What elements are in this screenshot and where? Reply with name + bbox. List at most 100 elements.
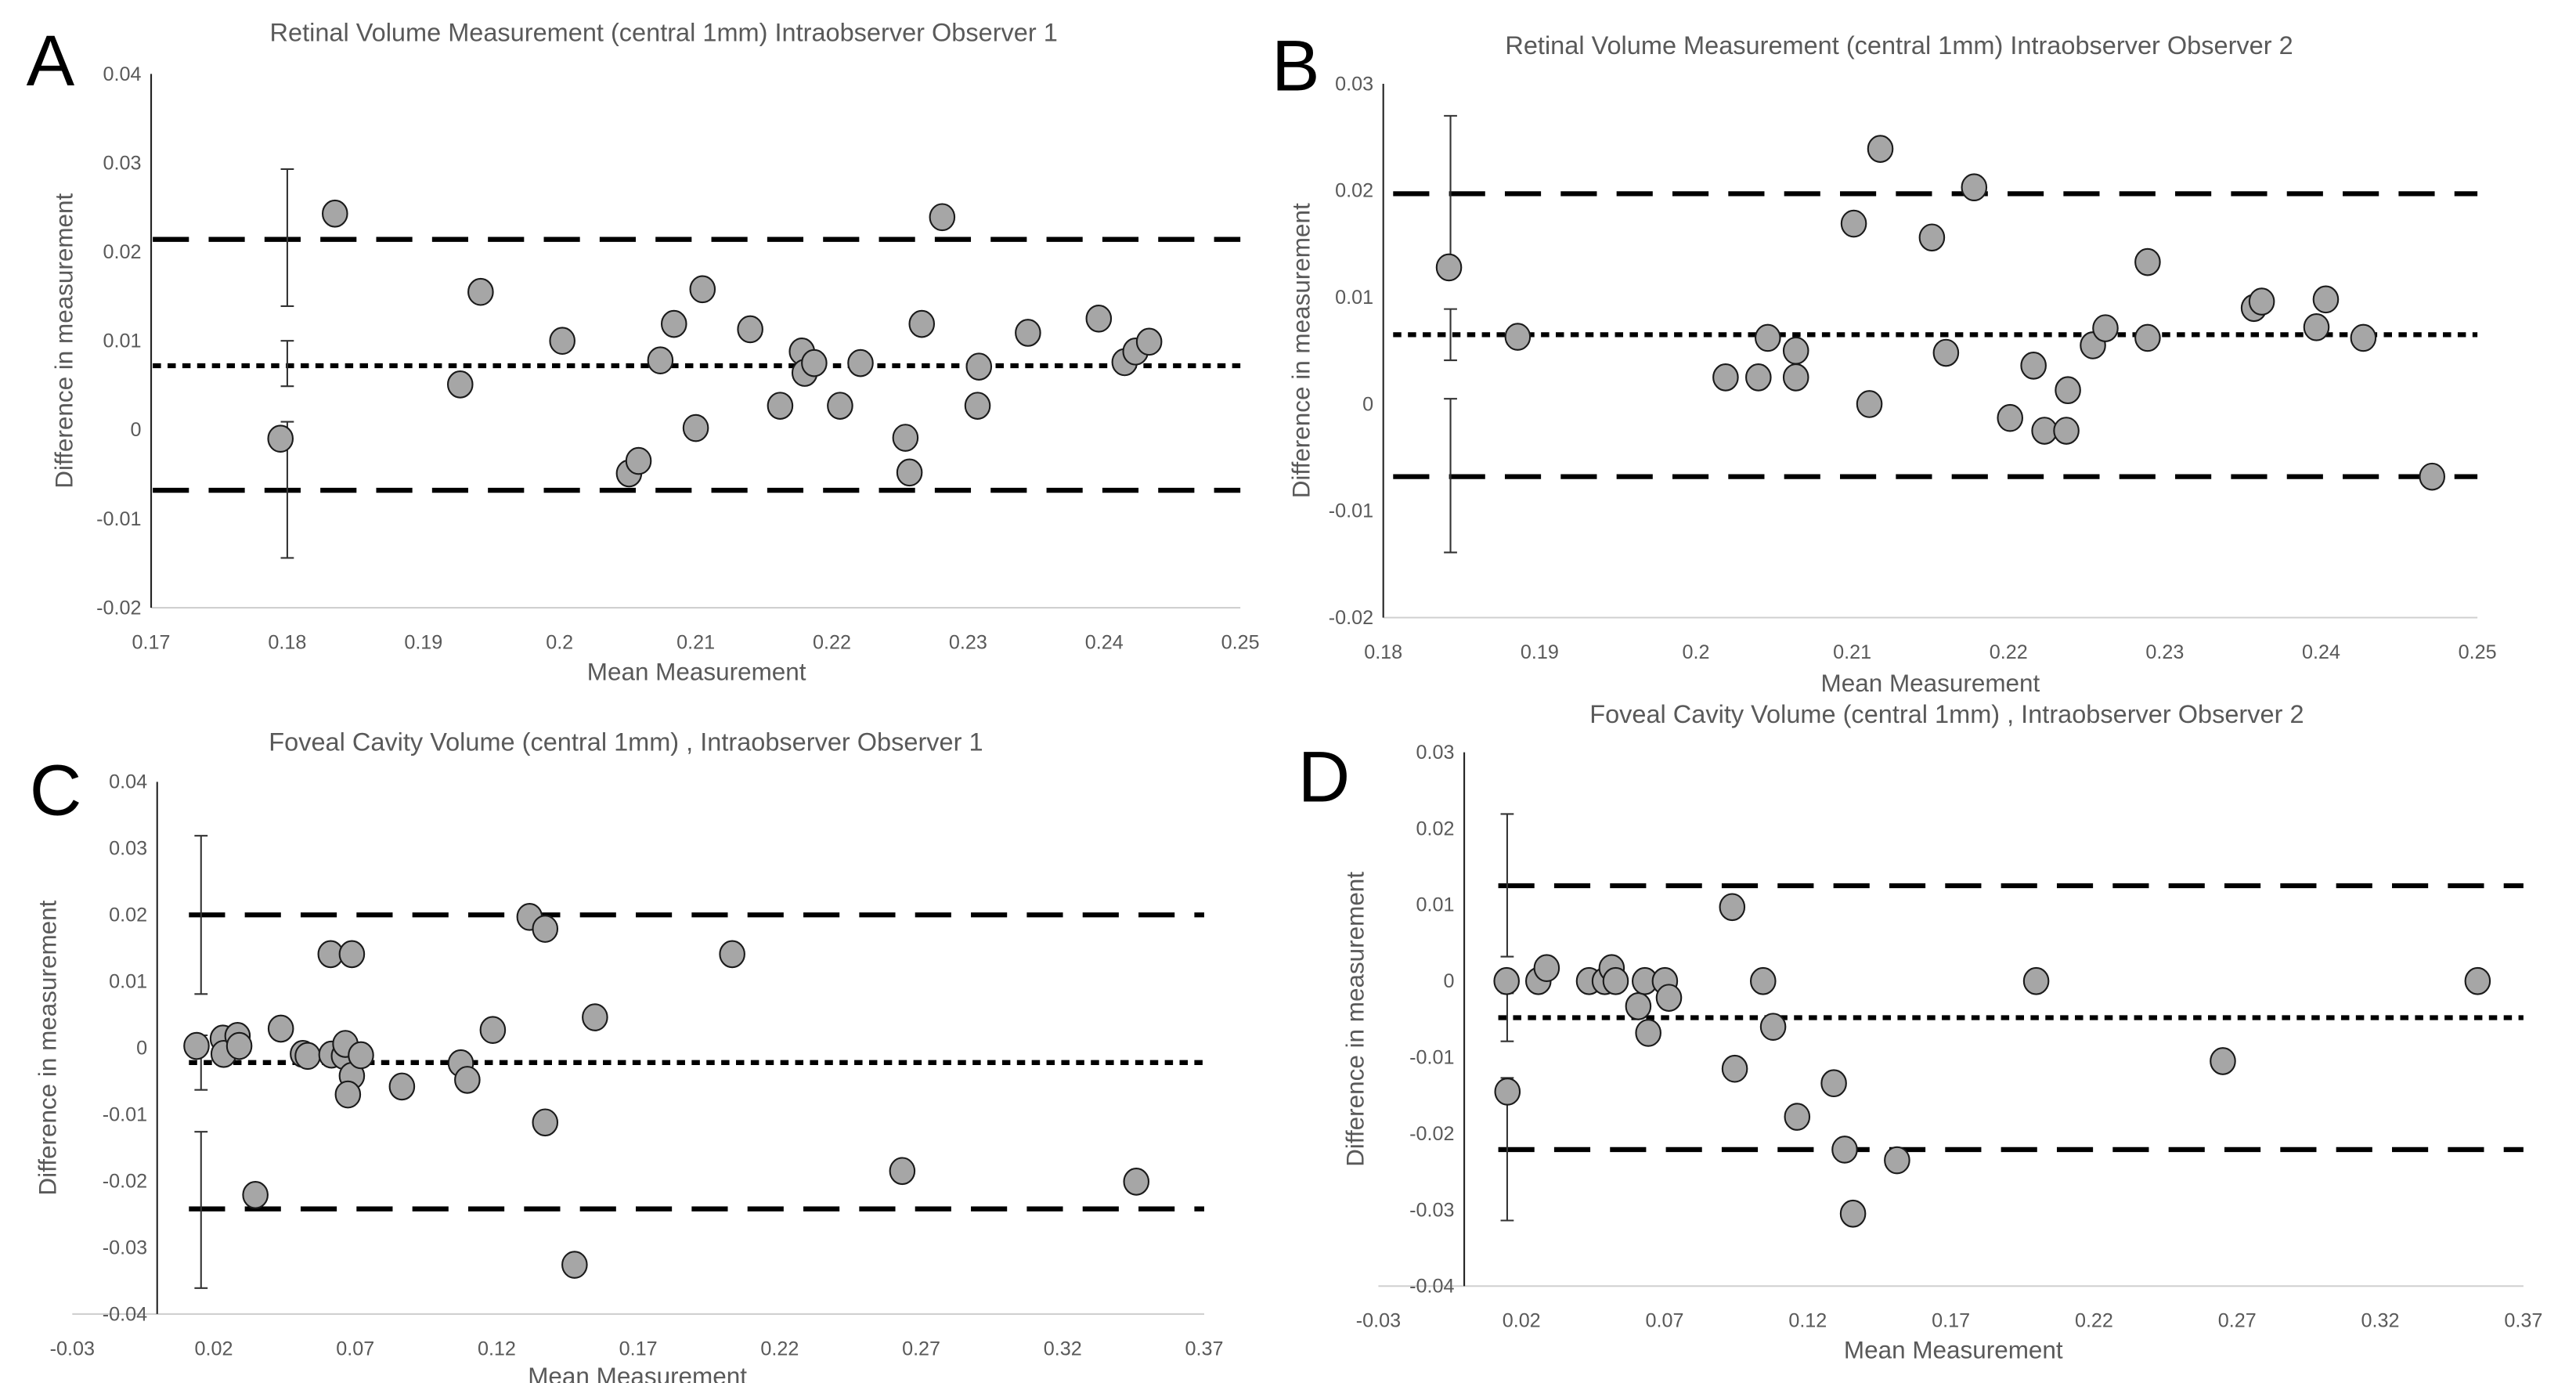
y-tick-label: -0.01: [103, 1103, 147, 1125]
y-axis-title: Difference in measurement: [50, 193, 78, 488]
data-point: [322, 199, 348, 228]
data-point: [2134, 323, 2161, 352]
data-point: [1494, 1078, 1521, 1106]
x-tick-label: 0.27: [902, 1338, 940, 1360]
chart-panel-d: Foveal Cavity Volume (central 1mm) , Int…: [1298, 700, 2543, 1364]
x-tick-label: 0.19: [404, 631, 442, 653]
y-tick-label: 0: [136, 1038, 147, 1060]
x-tick-label: 0.12: [1788, 1310, 1827, 1332]
x-tick-label: 0.07: [1646, 1310, 1684, 1332]
y-axis-title: Difference in measurement: [1342, 872, 1369, 1167]
data-point: [1884, 1146, 1910, 1175]
data-point: [647, 346, 674, 375]
data-point: [549, 327, 575, 356]
data-point: [334, 1080, 362, 1109]
data-point: [2031, 417, 2058, 445]
y-tick-label: -0.02: [96, 597, 141, 619]
data-point: [1602, 966, 1629, 995]
y-tick-label: 0.02: [103, 241, 141, 263]
x-tick-label: 0.23: [2145, 641, 2184, 663]
data-point: [1932, 338, 1960, 367]
x-tick-label: 0.17: [1932, 1310, 1970, 1332]
y-tick-label: 0.03: [109, 838, 147, 860]
x-tick-label: 0.19: [1521, 641, 1559, 663]
data-point: [1759, 1013, 1787, 1041]
data-point: [1493, 966, 1520, 995]
x-tick-label: 0.2: [1682, 641, 1709, 663]
data-point: [929, 203, 956, 232]
x-tick-label: 0.12: [478, 1338, 516, 1360]
data-point: [767, 392, 794, 420]
x-tick-label: 0.22: [2075, 1310, 2113, 1332]
data-point: [965, 352, 993, 381]
x-tick-label: 0.24: [1085, 631, 1124, 653]
x-tick-label: 0.32: [2361, 1310, 2400, 1332]
y-tick-label: 0.03: [1416, 742, 1455, 764]
data-point: [1015, 319, 1041, 347]
data-point: [2350, 323, 2377, 352]
data-point: [964, 392, 991, 420]
data-point: [2020, 352, 2047, 380]
data-point: [479, 1016, 507, 1045]
data-point: [1712, 363, 1739, 392]
x-tick-label: 0.37: [2504, 1310, 2542, 1332]
y-axis-title: Difference in measurement: [34, 900, 61, 1195]
x-tick-label: 0.07: [336, 1338, 374, 1360]
data-point: [719, 940, 745, 969]
data-point: [737, 315, 763, 344]
y-tick-label: 0.01: [1335, 287, 1373, 309]
y-tick-label: -0.03: [103, 1237, 147, 1258]
data-point: [532, 1108, 559, 1137]
y-tick-label: 0: [1443, 970, 1454, 992]
panel-label: D: [1298, 736, 1351, 818]
data-point: [348, 1041, 374, 1070]
x-tick-label: 0.24: [2302, 641, 2340, 663]
data-point: [1721, 1054, 1748, 1083]
data-point: [1820, 1069, 1847, 1098]
panel-label: A: [27, 20, 75, 101]
chart-panel-b: Retinal Volume Measurement (central 1mm)…: [1272, 24, 2497, 697]
data-point: [1997, 403, 2023, 432]
data-point: [2134, 247, 2161, 276]
x-tick-label: 0.22: [1990, 641, 2028, 663]
data-point: [2055, 376, 2081, 405]
data-point: [267, 1014, 294, 1043]
data-point: [847, 348, 874, 377]
data-point: [454, 1066, 481, 1094]
panel-label: C: [30, 749, 82, 830]
data-point: [467, 277, 494, 306]
y-tick-label: 0.01: [109, 971, 147, 993]
x-axis-title: Mean Measurement: [1844, 1337, 2063, 1364]
data-point: [625, 446, 652, 475]
x-tick-label: 0.2: [546, 631, 573, 653]
x-tick-label: 0.32: [1044, 1338, 1082, 1360]
data-point: [1755, 323, 1781, 352]
x-axis-title: Mean Measurement: [528, 1363, 747, 1383]
data-point: [183, 1031, 210, 1060]
data-point: [225, 1031, 253, 1060]
y-tick-label: 0.02: [1416, 818, 1455, 840]
x-tick-label: 0.22: [760, 1338, 799, 1360]
x-axis-title: Mean Measurement: [1821, 670, 2040, 697]
data-point: [2092, 314, 2119, 342]
x-axis-title: Mean Measurement: [587, 658, 806, 685]
x-tick-label: 0.23: [949, 631, 987, 653]
data-point: [388, 1072, 416, 1101]
x-tick-label: 0.17: [132, 631, 171, 653]
data-point: [801, 348, 828, 377]
data-point: [1918, 223, 1946, 252]
x-tick-label: 0.17: [619, 1338, 658, 1360]
data-point: [242, 1181, 269, 1209]
y-tick-label: -0.02: [1329, 607, 1373, 629]
x-tick-label: 0.21: [1833, 641, 1871, 663]
x-tick-label: 0.27: [2218, 1310, 2257, 1332]
data-point: [2210, 1047, 2236, 1075]
x-tick-label: 0.18: [268, 631, 306, 653]
data-point: [660, 309, 687, 338]
data-point: [1831, 1136, 1858, 1164]
y-tick-label: 0: [130, 419, 141, 441]
y-tick-label: -0.01: [96, 508, 141, 530]
data-point: [1856, 390, 1883, 418]
x-tick-label: 0.37: [1185, 1338, 1224, 1360]
data-point: [1839, 1199, 1867, 1228]
